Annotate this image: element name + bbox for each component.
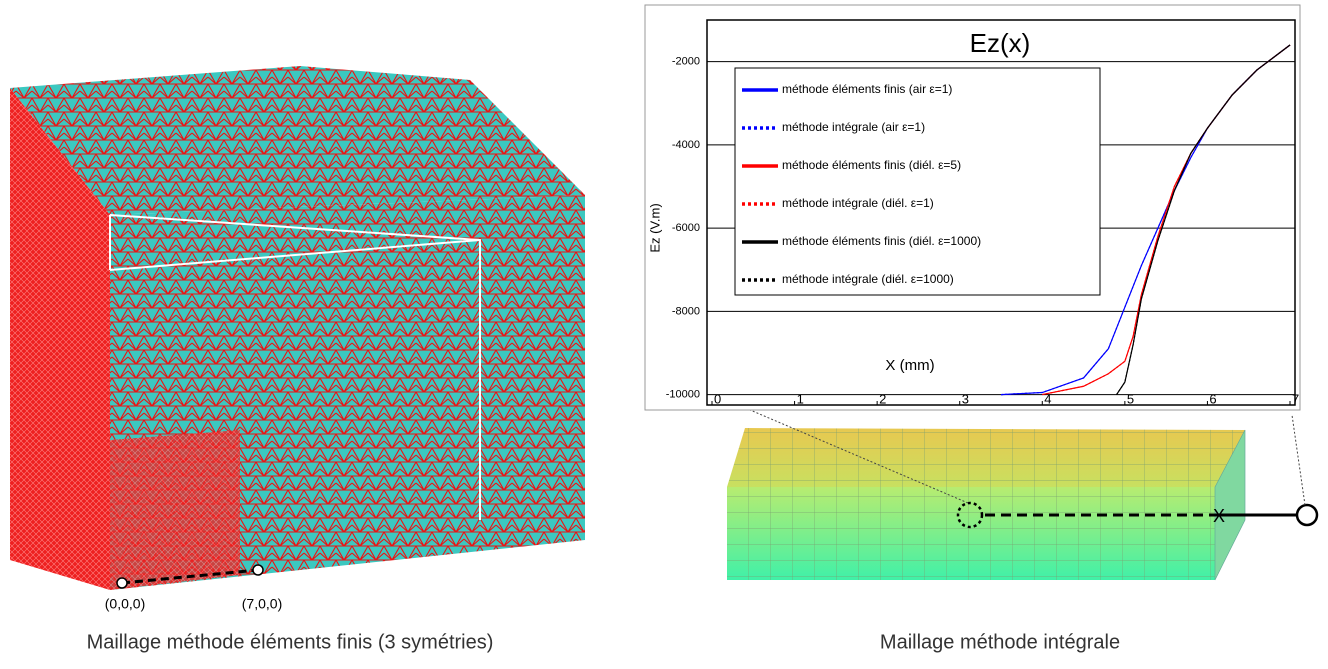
y-tick-label: -10000: [666, 389, 700, 401]
chart-title: Ez(x): [970, 28, 1031, 58]
legend-label: méthode intégrale (diél. ε=1): [782, 196, 934, 210]
x-tick-label: 5: [1127, 391, 1134, 406]
plot: -10000 -8000 -6000 -4000 -2000 0 1 2 3 4 5 6 7 méthod…: [666, 19, 1299, 406]
y-tick-label: -6000: [672, 222, 700, 234]
caption-left: Maillage méthode éléments finis (3 symét…: [87, 631, 494, 653]
series-line: [1116, 44, 1291, 395]
legend-label: méthode éléments finis (diél. ε=5): [782, 158, 961, 172]
legend-label: méthode éléments finis (diél. ε=1000): [782, 234, 981, 248]
x-tick-label: 6: [1209, 391, 1216, 406]
x-tick-label: 3: [962, 391, 969, 406]
legend-label: méthode intégrale (air ε=1): [782, 120, 925, 134]
x-tick-label: 7: [1292, 391, 1299, 406]
fem-mesh: (0,0,0) (7,0,0): [10, 66, 585, 612]
integral-mesh: X: [721, 397, 1319, 581]
x-tick-label: 0: [714, 391, 721, 406]
legend-label: méthode éléments finis (air ε=1): [782, 82, 952, 96]
axis-mark: X: [1213, 506, 1225, 526]
x-tick-label: 4: [1044, 391, 1051, 406]
y-tick-label: -2000: [672, 56, 700, 68]
x-tick-label: 2: [879, 391, 886, 406]
legend: [734, 67, 1101, 296]
x-tick-label: 1: [797, 391, 804, 406]
caption-right: Maillage méthode intégrale: [880, 631, 1120, 653]
y-tick-label: -8000: [672, 305, 700, 317]
origin-label: (0,0,0): [105, 596, 145, 612]
y-tick-label: -4000: [672, 139, 700, 151]
legend-label: méthode intégrale (diél. ε=1000): [782, 272, 954, 286]
y-axis-label: Ez (V.m): [647, 203, 662, 252]
end-label: (7,0,0): [242, 596, 282, 612]
x-axis-label: X (mm): [885, 357, 934, 374]
series-line: [1000, 44, 1291, 396]
